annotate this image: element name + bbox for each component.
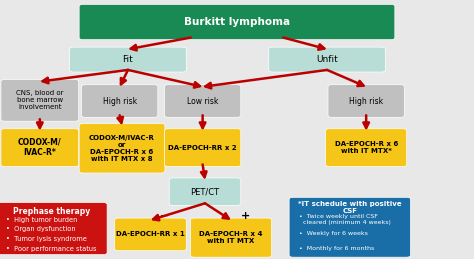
Text: •  Monthly for 6 months: • Monthly for 6 months xyxy=(299,246,374,251)
FancyBboxPatch shape xyxy=(326,129,407,167)
Text: DA-EPOCH-R x 6
with IT MTX*: DA-EPOCH-R x 6 with IT MTX* xyxy=(335,141,398,154)
FancyBboxPatch shape xyxy=(289,197,410,257)
Text: High risk: High risk xyxy=(103,97,137,105)
FancyBboxPatch shape xyxy=(79,4,395,40)
Text: DA-EPOCH-RR x 1: DA-EPOCH-RR x 1 xyxy=(116,231,185,238)
FancyBboxPatch shape xyxy=(164,129,241,167)
Text: Fit: Fit xyxy=(123,55,133,64)
Text: +: + xyxy=(241,211,250,221)
Text: DA-EPOCH-RR x 2: DA-EPOCH-RR x 2 xyxy=(168,145,237,151)
FancyBboxPatch shape xyxy=(82,85,158,117)
Text: *IT schedule with positive
CSF: *IT schedule with positive CSF xyxy=(298,201,401,214)
Text: •  Tumor lysis syndrome: • Tumor lysis syndrome xyxy=(6,236,87,242)
FancyBboxPatch shape xyxy=(328,85,404,117)
Text: Unfit: Unfit xyxy=(316,55,338,64)
FancyBboxPatch shape xyxy=(1,80,79,121)
FancyBboxPatch shape xyxy=(164,85,241,117)
Text: CODOX-M/
IVAC-R*: CODOX-M/ IVAC-R* xyxy=(18,138,62,157)
Text: •  Organ dysfunction: • Organ dysfunction xyxy=(6,226,75,233)
Text: Burkitt lymphoma: Burkitt lymphoma xyxy=(184,17,290,27)
Text: CNS, blood or
bone marrow
involvement: CNS, blood or bone marrow involvement xyxy=(16,90,64,110)
Text: Prephase therapy: Prephase therapy xyxy=(13,207,90,215)
Text: PET/CT: PET/CT xyxy=(191,187,219,196)
Text: CODOX-M/IVAC-R
or
DA-EPOCH-R x 6
with IT MTX x 8: CODOX-M/IVAC-R or DA-EPOCH-R x 6 with IT… xyxy=(89,135,155,162)
FancyBboxPatch shape xyxy=(169,178,241,205)
FancyBboxPatch shape xyxy=(0,203,107,255)
Text: •  Weekly for 6 weeks: • Weekly for 6 weeks xyxy=(299,231,367,236)
Text: •  High tumor burden: • High tumor burden xyxy=(6,217,77,223)
Text: −: − xyxy=(160,211,169,221)
Text: Low risk: Low risk xyxy=(187,97,219,105)
Text: DA-EPOCH-R x 4
with IT MTX: DA-EPOCH-R x 4 with IT MTX xyxy=(200,231,263,244)
Text: •  Twice weekly until CSF
  cleared (minimum 4 weeks): • Twice weekly until CSF cleared (minimu… xyxy=(299,214,391,225)
FancyBboxPatch shape xyxy=(191,218,272,257)
Text: •  Poor performance status: • Poor performance status xyxy=(6,246,96,252)
FancyBboxPatch shape xyxy=(79,124,165,173)
FancyBboxPatch shape xyxy=(269,47,385,72)
FancyBboxPatch shape xyxy=(70,47,186,72)
FancyBboxPatch shape xyxy=(1,129,79,167)
Text: High risk: High risk xyxy=(349,97,383,105)
FancyBboxPatch shape xyxy=(115,218,186,251)
